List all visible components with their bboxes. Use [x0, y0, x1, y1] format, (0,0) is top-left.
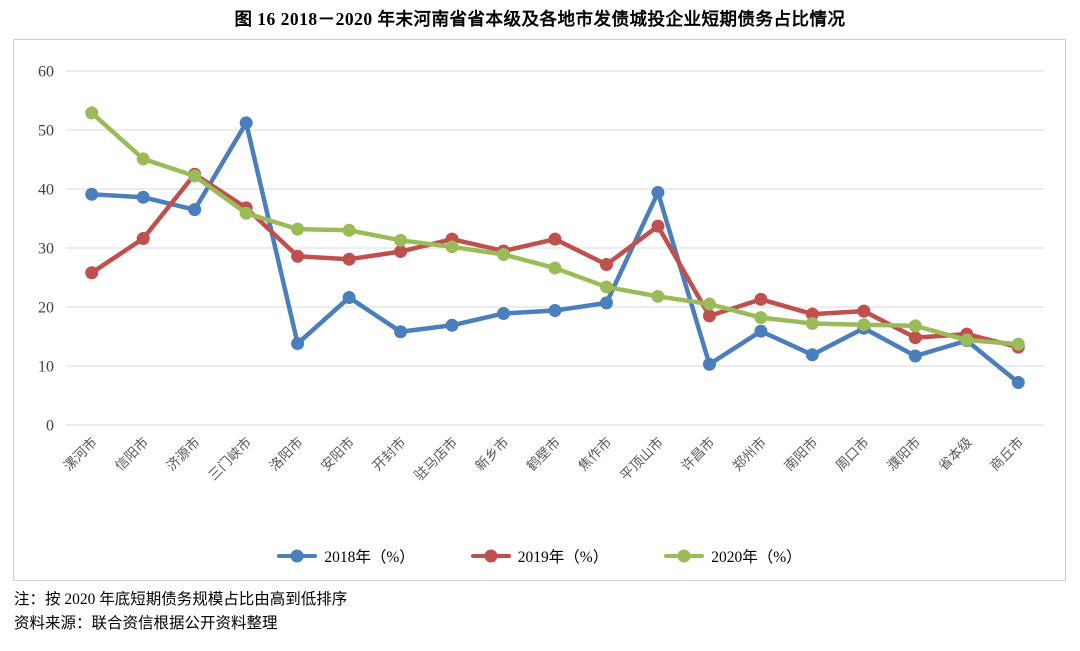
- data-point-marker: [445, 240, 459, 254]
- figure-title: 图 16 2018－2020 年末河南省省本级及各地市发债城投企业短期债务占比情…: [234, 9, 846, 29]
- data-point-marker: [1011, 376, 1025, 390]
- y-axis-tick-label-40: 40: [38, 182, 54, 199]
- legend-marker-dot: [290, 549, 304, 563]
- data-point-marker: [805, 348, 819, 362]
- data-point-marker: [188, 169, 202, 183]
- y-axis-tick-label-50: 50: [38, 123, 54, 140]
- legend-item-2020年（%）: 2020年（%）: [664, 545, 802, 567]
- data-point-marker: [702, 309, 716, 323]
- data-point-marker: [857, 318, 871, 332]
- legend-line-dot-marker: [470, 549, 511, 563]
- data-point-marker: [548, 304, 562, 318]
- x-axis-category-label: 信阳市: [111, 434, 151, 474]
- x-axis-category-label: 郑州市: [729, 434, 769, 474]
- x-axis-category-label: 驻马店市: [411, 434, 460, 483]
- data-point-marker: [239, 206, 253, 220]
- data-point-marker: [394, 233, 408, 247]
- legend-line-dot-marker: [277, 549, 318, 563]
- data-point-marker: [497, 306, 511, 320]
- data-point-marker: [805, 317, 819, 331]
- legend-line-dot-marker: [664, 549, 705, 563]
- legend-label: 2018年（%）: [324, 549, 415, 566]
- line-chart: 0 10 20 30 40 50 60 漯河市 信阳市 济源市 三门峡市 洛阳市 安阳市 开封市 驻马店市新…: [38, 64, 1044, 483]
- x-axis-category-label: 许昌市: [678, 434, 718, 474]
- data-point-marker: [394, 325, 408, 339]
- data-point-marker: [857, 304, 871, 318]
- legend-label: 2019年（%）: [517, 549, 609, 566]
- data-point-marker: [136, 190, 150, 204]
- data-point-marker: [136, 152, 150, 166]
- legend-item-2018年（%）: 2018年（%）: [277, 545, 415, 567]
- x-axis-category-label: 濮阳市: [883, 434, 923, 474]
- note-data-source: 资料来源：联合资信根据公开资料整理: [14, 615, 278, 632]
- series-line-2018年（%）: [89, 120, 1021, 385]
- data-point-marker: [960, 333, 974, 347]
- x-axis-category-label: 新乡市: [472, 434, 512, 474]
- data-point-marker: [291, 222, 305, 236]
- chart-legend: 2018年（%） 2019年（%） 2020年（%）: [14, 545, 1065, 567]
- x-axis-category-label: 焦作市: [575, 434, 615, 474]
- note-sort-order: 注：按 2020 年底短期债务规模占比由高到低排序: [14, 591, 348, 608]
- data-point-marker: [702, 297, 716, 311]
- data-point-marker: [805, 307, 819, 321]
- data-point-marker: [908, 349, 922, 363]
- data-point-marker: [548, 232, 562, 246]
- data-point-marker: [291, 337, 305, 351]
- data-point-marker: [239, 116, 253, 130]
- data-point-marker: [85, 266, 99, 280]
- y-axis-tick-label-20: 20: [38, 300, 54, 317]
- data-point-marker: [754, 311, 768, 325]
- data-point-marker: [908, 319, 922, 333]
- data-point-marker: [754, 292, 768, 306]
- x-axis-category-label: 漯河市: [60, 434, 100, 474]
- y-axis-tick-label-10: 10: [38, 359, 54, 376]
- data-point-marker: [908, 331, 922, 345]
- x-axis-category-label: 商丘市: [986, 434, 1026, 474]
- data-point-marker: [342, 252, 356, 266]
- x-axis-category-label: 洛阳市: [266, 434, 306, 474]
- data-point-marker: [651, 219, 665, 233]
- data-point-marker: [85, 187, 99, 201]
- data-point-marker: [291, 249, 305, 263]
- data-point-marker: [599, 296, 613, 310]
- x-axis-category-label: 济源市: [163, 434, 203, 474]
- data-point-marker: [136, 232, 150, 246]
- legend-marker-dot: [677, 549, 691, 563]
- chart-frame: 0 10 20 30 40 50 60 漯河市 信阳市 济源市 三门峡市 洛阳市 安阳市 开封市 驻马店市新…: [13, 39, 1066, 581]
- data-point-marker: [599, 280, 613, 294]
- legend-marker-dot: [484, 549, 498, 563]
- x-axis-category-label: 三门峡市: [205, 434, 254, 483]
- data-point-marker: [754, 324, 768, 338]
- x-axis-category-label: 安阳市: [317, 434, 357, 474]
- data-point-marker: [445, 318, 459, 332]
- data-point-marker: [497, 247, 511, 261]
- data-point-marker: [1011, 337, 1025, 351]
- legend-item-2019年（%）: 2019年（%）: [470, 545, 609, 567]
- data-point-marker: [548, 261, 562, 275]
- data-point-marker: [651, 289, 665, 303]
- y-axis-tick-label-30: 30: [38, 241, 54, 258]
- x-axis-category-label: 省本级: [936, 434, 976, 474]
- y-axis-tick-label-0: 0: [46, 418, 54, 435]
- figure-notes: 注：按 2020 年底短期债务规模占比由高到低排序 资料来源：联合资信根据公开资…: [14, 588, 1066, 636]
- x-axis-category-label: 平顶山市: [617, 434, 666, 483]
- data-point-marker: [85, 106, 99, 120]
- x-axis-category-label: 鹤壁市: [523, 434, 563, 474]
- x-axis-category-label: 南阳市: [781, 434, 821, 474]
- x-axis-category-label: 开封市: [369, 434, 409, 474]
- data-point-marker: [651, 186, 665, 200]
- legend-label: 2020年（%）: [711, 549, 802, 566]
- y-axis-tick-label-60: 60: [38, 64, 54, 81]
- data-point-marker: [342, 223, 356, 237]
- x-axis-category-label: 周口市: [832, 434, 872, 474]
- data-point-marker: [394, 245, 408, 259]
- data-point-marker: [188, 203, 202, 217]
- data-point-marker: [702, 357, 716, 371]
- data-point-marker: [342, 291, 356, 305]
- data-point-marker: [599, 258, 613, 272]
